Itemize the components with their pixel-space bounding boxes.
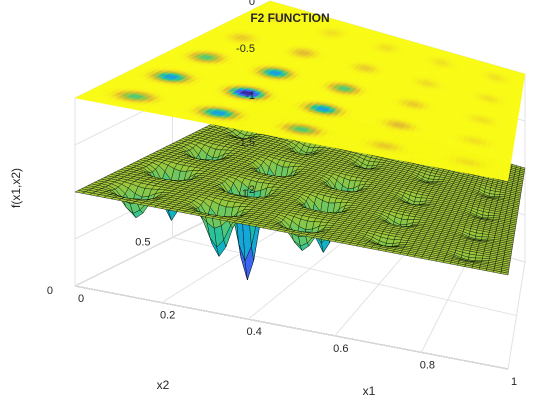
mesh-cell	[481, 233, 490, 238]
y-gridline	[74, 285, 509, 370]
mesh-cell	[488, 212, 495, 216]
mesh-cell	[475, 254, 484, 259]
mesh-cell	[399, 239, 409, 243]
y-gridline	[172, 237, 517, 316]
mesh-cell	[386, 238, 395, 244]
mesh-cell	[494, 191, 501, 195]
